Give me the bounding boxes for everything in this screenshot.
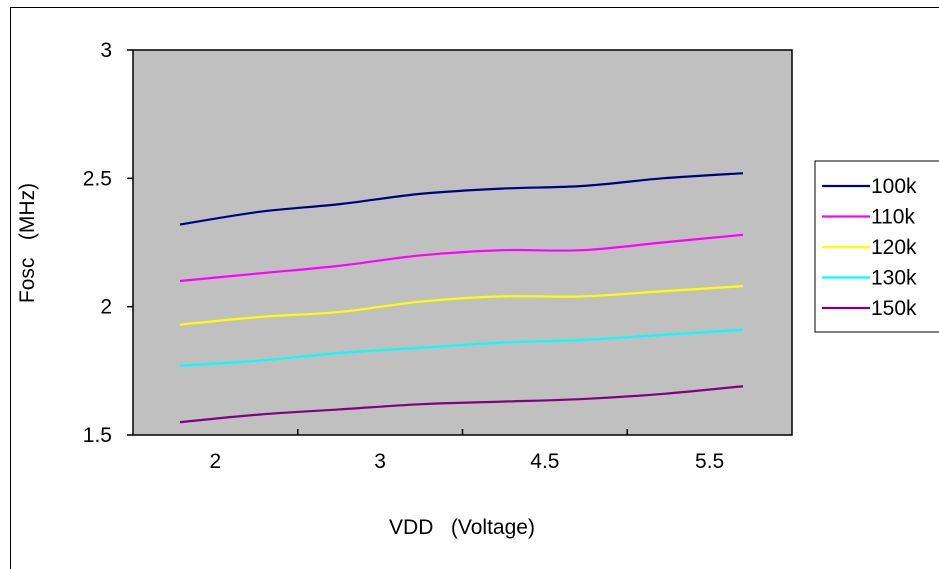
y-tick-label: 2.5 bbox=[83, 167, 112, 190]
x-tick-label: 3 bbox=[374, 450, 386, 473]
y-tick-label: 2 bbox=[100, 296, 112, 319]
x-axis-title: VDD (Voltage) bbox=[389, 516, 535, 539]
legend-label: 100k bbox=[871, 175, 917, 198]
legend-label: 150k bbox=[871, 297, 917, 320]
series-line-130k bbox=[179, 328, 744, 367]
series-line-120k bbox=[179, 285, 744, 326]
legend-label: 130k bbox=[871, 267, 917, 290]
legend-label: 110k bbox=[871, 206, 915, 229]
x-axis-ticks: 2 3 4.5 5.5 bbox=[210, 429, 724, 473]
x-tick-label: 4.5 bbox=[530, 450, 559, 473]
series-line-100k bbox=[179, 172, 744, 226]
x-tick-label: 5.5 bbox=[695, 450, 724, 473]
legend: 100k 110k 120k 130k 150k bbox=[822, 175, 917, 320]
y-axis-ticks: 1.5 2 2.5 3 bbox=[83, 39, 133, 447]
plot-area bbox=[132, 49, 793, 436]
x-tick-label: 2 bbox=[210, 450, 222, 473]
chart-frame bbox=[10, 7, 939, 569]
legend-label: 120k bbox=[871, 236, 917, 259]
series-line-110k bbox=[179, 233, 744, 283]
y-tick-label: 3 bbox=[100, 39, 112, 62]
series-group bbox=[179, 172, 744, 424]
series-line-150k bbox=[179, 385, 744, 424]
y-tick-label: 1.5 bbox=[83, 424, 112, 447]
y-axis-title: Fosc (MHz) bbox=[16, 183, 39, 303]
